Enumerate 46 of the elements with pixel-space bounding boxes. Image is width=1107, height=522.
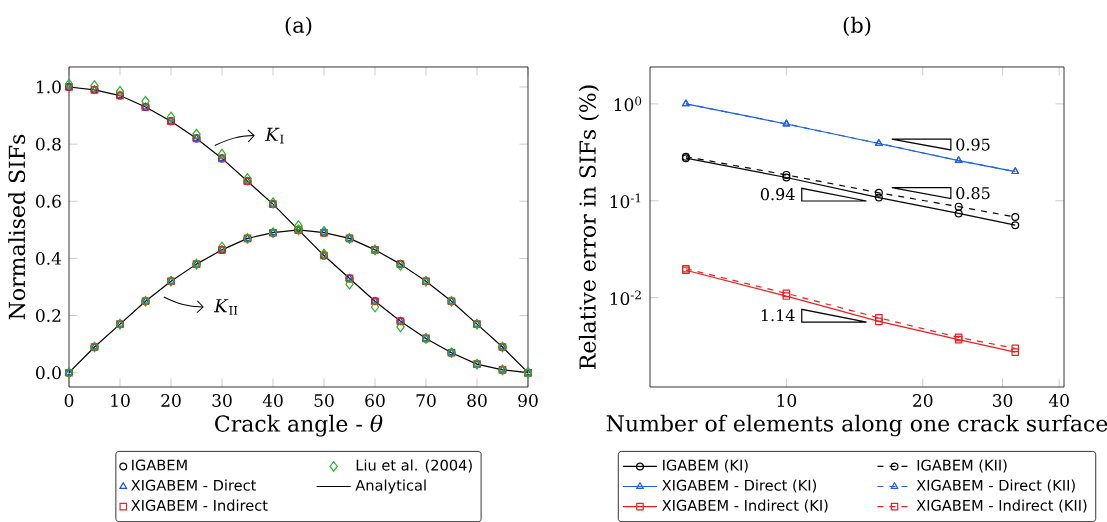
x-tick-label: 50 [314,394,334,407]
x-tick-label: 80 [467,394,487,407]
chart-title: (b) [843,16,871,36]
annotation: 1.14 [761,309,795,322]
y-tick-label: 10$^{0}$ [614,96,642,112]
y-tick-label: 0.8 [36,137,61,151]
x-tick-label: 30 [212,394,232,407]
x-tick-label: 30 [993,394,1013,407]
y-tick-label: 10$^{-1}$ [610,193,641,209]
legend-label: XIGABEM - Direct [131,479,257,491]
x-tick-label: 20 [913,394,933,407]
x-tick-label: 60 [365,394,385,407]
x-tick-label: 0 [64,394,74,407]
legend-label: XIGABEM - Indirect (KII) [916,499,1087,513]
y-axis-title: Relative error in SIFs (%) [578,85,599,369]
y-axis-title: Normalised SIFs [8,134,26,320]
legend-label: Liu et al. (2004) [356,459,472,473]
legend-label: Analytical [355,479,426,494]
legend-label: IGABEM [132,459,187,471]
annotation: 0.95 [956,138,990,151]
x-tick-label: 90 [518,394,538,407]
x-tick-label: 20 [161,394,181,407]
annotation: 0.94 [760,188,795,201]
y-tick-label: 0.4 [36,251,62,265]
x-tick-label: 40 [1048,394,1069,407]
legend-label: XIGABEM - Indirect [131,499,268,511]
x-tick-label: 70 [416,394,436,407]
legend-label: XIGABEM - Indirect (KI) [662,499,828,513]
annotation: K$_{I}$ [264,127,284,144]
y-tick-label: 1.0 [36,80,61,94]
x-axis-title: Crack angle - θ [215,414,383,437]
x-tick-label: 40 [262,394,283,407]
legend-label: IGABEM (KII) [917,459,1007,473]
chart-title: (a) [285,16,312,36]
legend-label: XIGABEM - Direct (KII) [916,479,1075,493]
annotation: 0.85 [956,187,990,200]
legend-label: XIGABEM - Direct (KI) [662,479,816,493]
legend-label: IGABEM (KI) [663,459,748,473]
x-axis-title: Number of elements along one crack surface [606,414,1107,437]
y-tick-label: 0.6 [36,194,61,208]
annotation: K$_{II}$ [213,299,238,315]
y-tick-label: 10$^{-2}$ [610,290,641,306]
x-tick-label: 10 [777,394,797,407]
x-tick-label: 10 [111,394,130,407]
y-tick-label: 0.0 [36,366,61,380]
y-tick-label: 0.2 [36,309,61,322]
